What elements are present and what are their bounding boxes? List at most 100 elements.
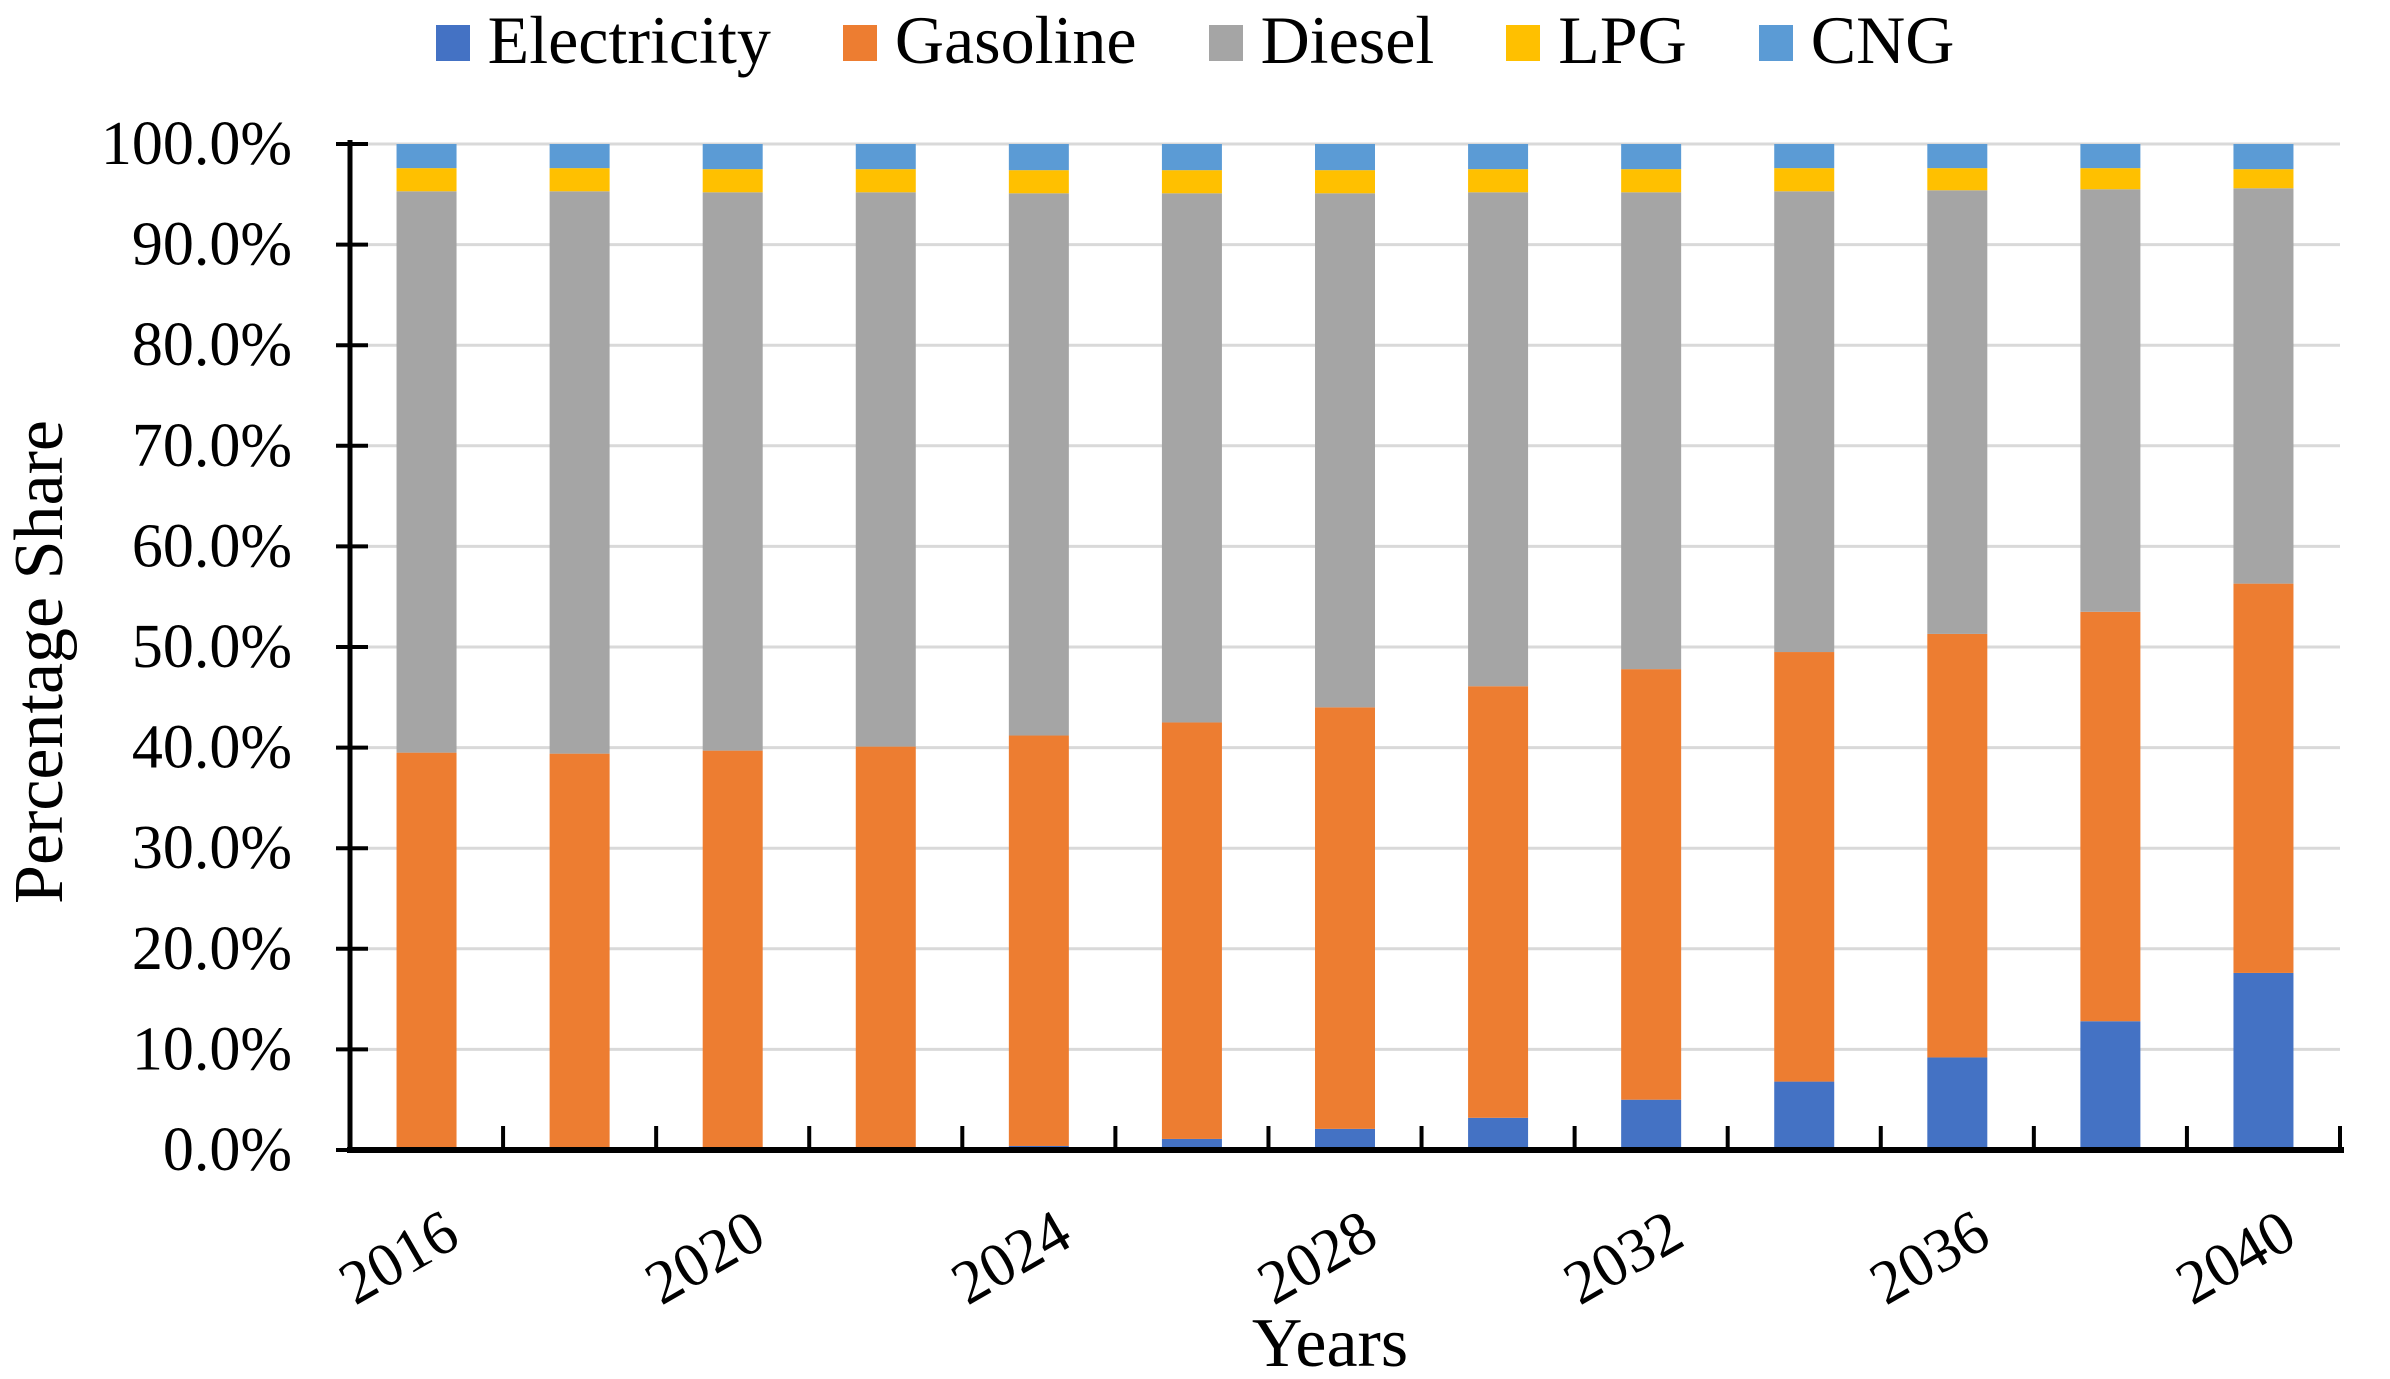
legend-swatch-diesel xyxy=(1208,25,1243,61)
x-tick-label: 2024 xyxy=(940,1197,1081,1318)
bars xyxy=(396,144,2294,1150)
legend-swatch-gasoline xyxy=(842,25,877,61)
bar-segment-gasoline-2024 xyxy=(1008,735,1069,1146)
bar-segment-lpg-2016 xyxy=(396,168,457,192)
y-tick-label: 90.0% xyxy=(132,211,292,279)
bar-segment-lpg-2038 xyxy=(2080,168,2141,190)
bar-segment-cng-2034 xyxy=(1774,144,1835,169)
bar-segment-electricity-2026 xyxy=(1161,1138,1222,1150)
y-axis-title: Percentage Share xyxy=(1,420,78,904)
bar-segment-gasoline-2020 xyxy=(702,750,763,1150)
bar-segment-lpg-2020 xyxy=(702,169,763,193)
bar-segment-diesel-2032 xyxy=(1621,192,1682,670)
bar-segment-lpg-2018 xyxy=(549,168,610,192)
legend-swatch-cng xyxy=(1758,25,1793,61)
bar-segment-diesel-2016 xyxy=(396,191,457,753)
x-axis-title: Years xyxy=(1252,1305,1408,1379)
legend-item-cng: CNG xyxy=(1758,2,1955,78)
bar-segment-lpg-2040 xyxy=(2233,169,2294,189)
y-tick-label: 0.0% xyxy=(163,1116,292,1184)
bar-segment-lpg-2034 xyxy=(1774,168,1835,192)
bar-segment-gasoline-2032 xyxy=(1621,669,1682,1100)
bar-segment-gasoline-2022 xyxy=(855,746,916,1149)
y-tick-label: 40.0% xyxy=(132,714,292,782)
bar-segment-cng-2018 xyxy=(549,144,610,169)
y-axis-tick-labels: 0.0% 10.0% 20.0% 30.0% 40.0% 50.0% 60.0% 70.0% 8… xyxy=(101,110,292,1184)
x-tick-label: 2036 xyxy=(1859,1197,2000,1318)
bar-segment-gasoline-2034 xyxy=(1774,652,1835,1082)
bar-segment-gasoline-2018 xyxy=(549,753,610,1150)
bar-segment-electricity-2036 xyxy=(1927,1057,1988,1150)
legend-label: Diesel xyxy=(1260,2,1435,78)
bar-segment-cng-2036 xyxy=(1927,144,1988,169)
bar-segment-diesel-2028 xyxy=(1315,193,1375,708)
legend: Electricity Gasoline Diesel LPG CNG xyxy=(0,6,2390,74)
legend-label: LPG xyxy=(1558,2,1687,78)
bar-segment-lpg-2026 xyxy=(1161,170,1222,194)
x-tick-label: 2028 xyxy=(1247,1197,1388,1318)
bar-segment-cng-2032 xyxy=(1621,144,1682,170)
bar-segment-diesel-2020 xyxy=(702,192,763,751)
bar-segment-diesel-2018 xyxy=(549,191,610,754)
bar-segment-lpg-2030 xyxy=(1468,169,1529,193)
bar-segment-diesel-2024 xyxy=(1008,193,1069,736)
legend-item-diesel: Diesel xyxy=(1208,2,1435,78)
bar-segment-lpg-2032 xyxy=(1621,169,1682,193)
bar-segment-cng-2016 xyxy=(396,144,457,169)
bar-segment-electricity-2040 xyxy=(2233,972,2294,1150)
bar-segment-electricity-2032 xyxy=(1621,1099,1682,1150)
y-tick-label: 10.0% xyxy=(132,1015,292,1083)
y-tick-label: 70.0% xyxy=(132,412,292,480)
bar-segment-cng-2026 xyxy=(1161,144,1222,171)
bar-segment-cng-2028 xyxy=(1315,144,1375,171)
bar-segment-gasoline-2016 xyxy=(396,752,457,1150)
bar-segment-diesel-2036 xyxy=(1927,190,1988,634)
bar-segment-cng-2024 xyxy=(1008,144,1069,171)
bar-segment-cng-2040 xyxy=(2233,144,2294,170)
bar-segment-electricity-2034 xyxy=(1774,1081,1835,1150)
bar-segment-diesel-2040 xyxy=(2233,188,2294,584)
bar-segment-lpg-2036 xyxy=(1927,168,1988,191)
bar-segment-gasoline-2036 xyxy=(1927,633,1988,1058)
x-tick-label: 2040 xyxy=(2165,1197,2306,1318)
bar-segment-diesel-2034 xyxy=(1774,191,1835,653)
bar-segment-electricity-2030 xyxy=(1468,1117,1529,1150)
bar-segment-cng-2038 xyxy=(2080,144,2141,169)
bar-segment-gasoline-2038 xyxy=(2080,611,2141,1022)
legend-item-electricity: Electricity xyxy=(435,2,771,78)
legend-swatch-electricity xyxy=(435,25,470,61)
legend-label: Electricity xyxy=(487,2,771,78)
x-tick-label: 2020 xyxy=(634,1197,775,1318)
y-tick-label: 50.0% xyxy=(132,613,292,681)
x-tick-label: 2016 xyxy=(328,1197,469,1318)
y-tick-label: 100.0% xyxy=(101,110,292,178)
bar-segment-lpg-2024 xyxy=(1008,170,1069,194)
legend-swatch-lpg xyxy=(1506,25,1541,61)
bar-segment-cng-2022 xyxy=(855,144,916,170)
y-tick-label: 80.0% xyxy=(132,311,292,379)
x-tick-label: 2032 xyxy=(1553,1197,1694,1318)
bar-segment-cng-2030 xyxy=(1468,144,1529,170)
y-tick-label: 20.0% xyxy=(132,915,292,983)
axes xyxy=(336,140,2344,1153)
bar-segment-gasoline-2040 xyxy=(2233,583,2294,973)
y-tick-label: 30.0% xyxy=(132,814,292,882)
bar-segment-diesel-2026 xyxy=(1161,193,1222,723)
bar-segment-cng-2020 xyxy=(702,144,763,170)
bar-segment-electricity-2038 xyxy=(2080,1021,2141,1150)
bar-segment-gasoline-2028 xyxy=(1315,707,1375,1129)
legend-label: Gasoline xyxy=(894,2,1137,78)
bar-segment-diesel-2030 xyxy=(1468,192,1529,687)
bar-segment-gasoline-2026 xyxy=(1161,722,1222,1139)
bar-segment-lpg-2028 xyxy=(1315,170,1375,194)
bar-segment-lpg-2022 xyxy=(855,169,916,193)
bar-segment-diesel-2038 xyxy=(2080,189,2141,612)
legend-label: CNG xyxy=(1810,2,1955,78)
bar-segment-gasoline-2030 xyxy=(1468,686,1529,1118)
bar-segment-electricity-2028 xyxy=(1315,1128,1375,1150)
legend-item-lpg: LPG xyxy=(1506,2,1687,78)
bar-segment-diesel-2022 xyxy=(855,192,916,747)
x-axis-tick-labels: 2016 2020 2024 2028 2032 2036 2040 xyxy=(328,1197,2306,1318)
